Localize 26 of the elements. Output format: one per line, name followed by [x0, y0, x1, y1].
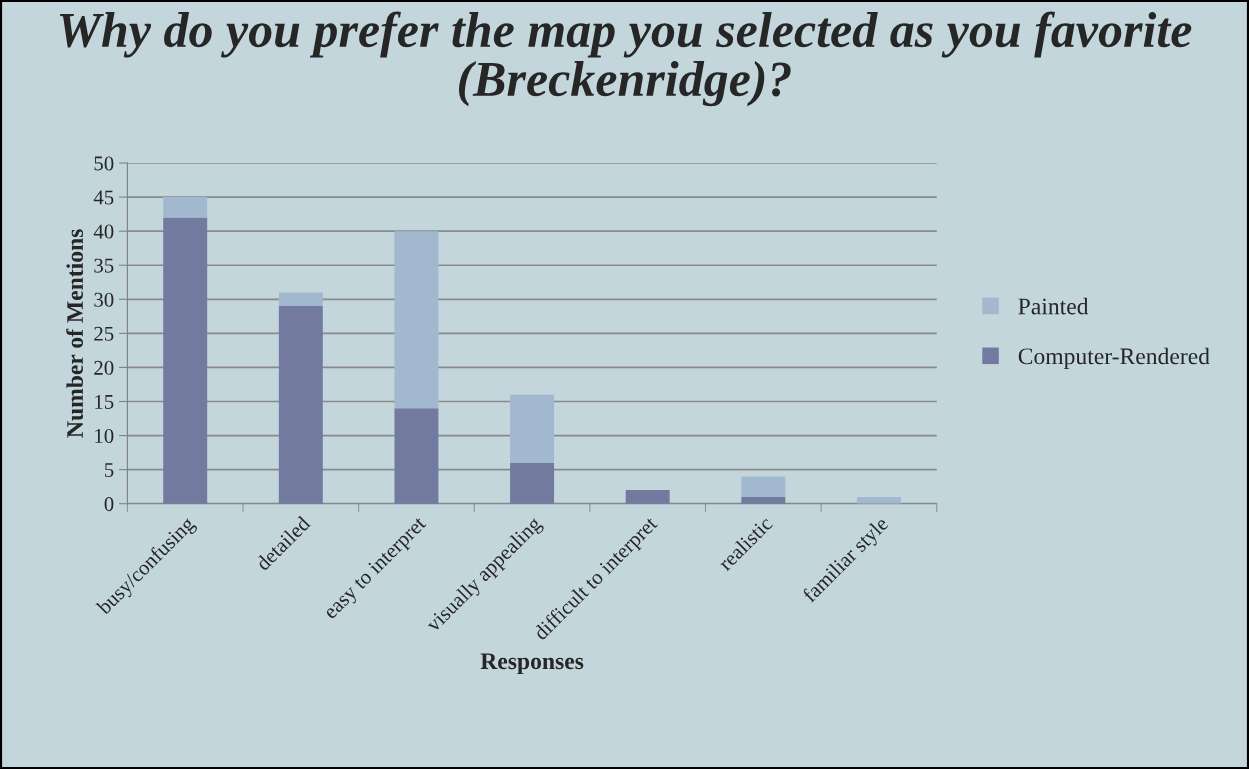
bar	[394, 231, 439, 409]
y-axis-title: Number of Mentions	[66, 229, 84, 438]
bar	[278, 306, 323, 504]
y-tick-label: 45	[93, 190, 114, 205]
y-tick-label: 40	[93, 224, 114, 239]
y-tick-label: 30	[94, 292, 114, 307]
bar	[741, 476, 786, 497]
bar	[394, 408, 439, 504]
y-tick-label: 50	[94, 156, 114, 171]
y-tick-label: 5	[105, 463, 114, 478]
y-tick-label: 0	[104, 497, 114, 512]
bar	[278, 292, 323, 307]
y-tick-label: 35	[94, 258, 114, 273]
bar	[510, 394, 555, 463]
legend-label: Computer-Rendered	[1018, 347, 1210, 370]
bar	[510, 462, 555, 504]
bar	[163, 217, 208, 504]
bar	[163, 197, 208, 218]
y-tick-label: 10	[95, 428, 114, 443]
y-tick-label: 20	[94, 360, 114, 375]
x-axis-title: Responses	[480, 653, 584, 674]
bar	[625, 490, 670, 504]
y-tick-label: 25	[94, 326, 114, 341]
legend-label: Painted	[1018, 297, 1089, 315]
y-tick-label: 15	[95, 394, 114, 409]
chart-title: Why do you prefer the map you selected as you favorite (Breckenridge)?	[59, 11, 1192, 107]
